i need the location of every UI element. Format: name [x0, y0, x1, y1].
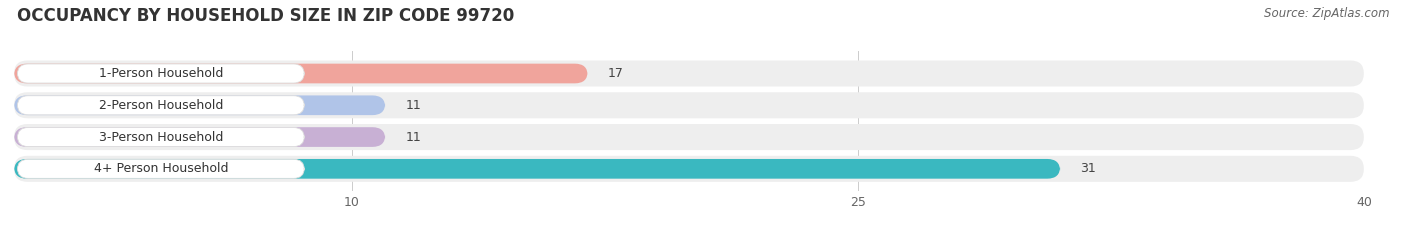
Text: 17: 17: [607, 67, 624, 80]
FancyBboxPatch shape: [14, 61, 1364, 86]
FancyBboxPatch shape: [17, 96, 304, 115]
Text: 4+ Person Household: 4+ Person Household: [94, 162, 228, 175]
FancyBboxPatch shape: [17, 127, 304, 147]
FancyBboxPatch shape: [14, 96, 385, 115]
FancyBboxPatch shape: [17, 64, 304, 83]
FancyBboxPatch shape: [14, 64, 588, 83]
Text: OCCUPANCY BY HOUSEHOLD SIZE IN ZIP CODE 99720: OCCUPANCY BY HOUSEHOLD SIZE IN ZIP CODE …: [17, 7, 515, 25]
Text: 11: 11: [405, 99, 422, 112]
Text: 2-Person Household: 2-Person Household: [98, 99, 224, 112]
FancyBboxPatch shape: [14, 92, 1364, 118]
FancyBboxPatch shape: [17, 159, 304, 178]
FancyBboxPatch shape: [14, 124, 1364, 150]
Text: 3-Person Household: 3-Person Household: [98, 130, 224, 144]
Text: 1-Person Household: 1-Person Household: [98, 67, 224, 80]
Text: 31: 31: [1080, 162, 1097, 175]
Text: 11: 11: [405, 130, 422, 144]
FancyBboxPatch shape: [14, 159, 1060, 179]
Text: Source: ZipAtlas.com: Source: ZipAtlas.com: [1264, 7, 1389, 20]
FancyBboxPatch shape: [14, 156, 1364, 182]
FancyBboxPatch shape: [14, 127, 385, 147]
